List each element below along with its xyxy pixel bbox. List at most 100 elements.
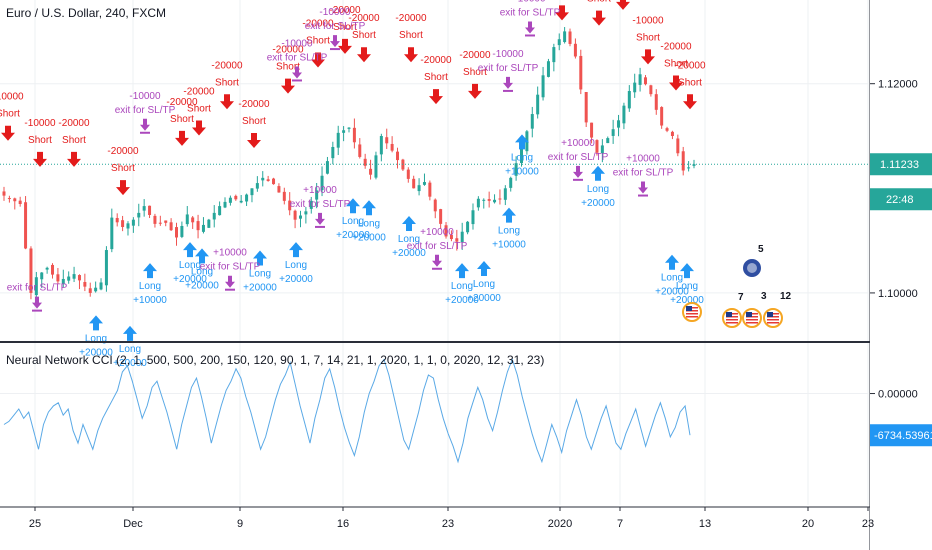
short-signal: -20000 Short [348, 13, 380, 63]
flag-ring [742, 308, 762, 328]
signal-label: Short [463, 67, 487, 78]
us-flag-event-icon[interactable] [742, 308, 762, 328]
candle-body [439, 209, 443, 224]
signal-label: Short [276, 62, 300, 73]
signal-amount: -20000 [674, 60, 706, 71]
us-flag-event-icon[interactable] [763, 308, 783, 328]
last-price-badge [870, 153, 932, 176]
exit-label: exit for SL/TP [407, 241, 468, 252]
candle-body [272, 178, 276, 185]
candle-body [77, 275, 81, 281]
candle-body [196, 221, 200, 231]
long-signal: Long +20000 [79, 315, 113, 358]
long-signal: Long +20000 [336, 198, 370, 241]
us-flag-event-icon[interactable] [722, 308, 742, 328]
candle-body [51, 264, 55, 275]
signal-label: Long [342, 216, 364, 227]
short-arrow-icon [555, 5, 569, 21]
signal-label: Short [215, 77, 239, 88]
flag-stripe [746, 319, 758, 321]
exit-label: exit for SL/TP [200, 262, 261, 273]
candle-body [617, 120, 621, 128]
event-badge-count: 5 [758, 244, 764, 255]
long-arrow-icon [502, 207, 516, 223]
candle-body [18, 200, 22, 204]
exit-signal: exit for SL/TP +10000 [548, 138, 609, 181]
short-arrow-icon [192, 120, 206, 136]
exit-arrow-icon [573, 165, 583, 178]
candle-body [514, 163, 518, 176]
candle-body [24, 202, 28, 249]
candle-body [557, 39, 561, 46]
candle-body [2, 191, 6, 196]
candle-body [245, 194, 249, 202]
signal-amount: +20000 [173, 274, 207, 285]
signal-label: Long [179, 260, 201, 271]
signal-label: Long [451, 281, 473, 292]
candle-body [536, 94, 540, 115]
signal-label: Short [333, 22, 357, 33]
signal-label: Short [111, 163, 135, 174]
signal-label: Short [399, 30, 423, 41]
exit-signal: exit for SL/TP +10000 [200, 248, 261, 291]
us-flag-event-icon[interactable] [682, 302, 702, 322]
candle-body [358, 144, 362, 157]
candle-body [606, 138, 610, 144]
indicator-value-badge [870, 424, 932, 447]
candle-body [482, 199, 486, 201]
candle-body [207, 219, 211, 228]
candle-body [590, 122, 594, 138]
event-badges[interactable]: 5 7 3 12 [682, 244, 792, 328]
signal-amount: -20000 [302, 18, 334, 29]
time-tick-label: 16 [337, 518, 349, 530]
short-signal: -20000 Short [166, 97, 198, 146]
event-badge-count: 7 [738, 292, 744, 303]
flag-canton [746, 312, 752, 317]
candle-body [164, 220, 168, 223]
exit-signal: exit for SL/TP -10000 [500, 0, 561, 37]
signal-label: Short [187, 103, 211, 114]
candle-body [153, 215, 157, 224]
candle-body [633, 82, 637, 93]
candle-body [460, 231, 464, 243]
earth-event-icon[interactable] [741, 257, 763, 279]
short-arrow-icon [429, 89, 443, 105]
candle-body [250, 188, 254, 196]
short-signal: -20000 Short [211, 60, 243, 110]
signal-amount: +20000 [243, 283, 277, 294]
signal-amount: +10000 [133, 295, 167, 306]
time-tick-label: 23 [862, 518, 874, 530]
long-signal: Long +20000 [670, 263, 704, 306]
candle-body [288, 200, 292, 211]
candle-body [169, 222, 173, 231]
signal-amount: +20000 [79, 347, 113, 358]
price-axis[interactable]: 1.12000 1.10000 1.11233 22:48 0.00000 -6734.5… [870, 0, 932, 550]
cci-series [3, 358, 691, 464]
exit-arrow-icon [638, 181, 648, 194]
candle-body [94, 287, 98, 292]
short-arrow-icon [33, 151, 47, 167]
candle-body [148, 205, 152, 215]
time-axis[interactable]: 25 Dec 9 16 23 2020 7 13 20 23 [29, 507, 874, 530]
signal-label: Long [249, 269, 271, 280]
signal-amount: +20000 [185, 280, 219, 291]
signal-amount: -20000 [459, 50, 491, 61]
candle-body [261, 177, 265, 181]
grid-lines [0, 0, 869, 505]
candle-body [99, 282, 103, 290]
flag-ring [763, 308, 783, 328]
long-signal: Long +20000 [467, 260, 501, 304]
candle-body [298, 215, 302, 219]
candle-body [56, 274, 60, 282]
signal-amount: +20000 [113, 358, 147, 369]
candle-body [72, 274, 76, 279]
signal-amount: +20000 [655, 287, 689, 298]
signal-label: Short [678, 77, 702, 88]
candle-body [638, 74, 642, 85]
short-arrow-icon [116, 180, 130, 196]
signal-label: Long [661, 273, 683, 284]
short-arrow-icon [247, 133, 261, 149]
long-signal: Long +20000 [185, 248, 219, 291]
flag-stripe [726, 319, 738, 321]
flag-stripe [686, 313, 698, 315]
